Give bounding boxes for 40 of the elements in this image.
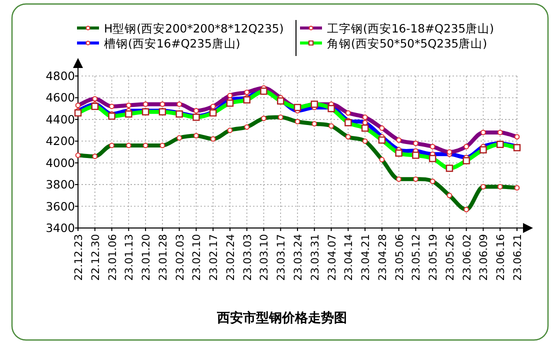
x-tick-label: 23.06.09 — [478, 234, 490, 281]
x-tick-label: 23.03.31 — [309, 234, 322, 281]
x-tick-label: 23.05.12 — [410, 234, 423, 281]
legend-label: 槽钢(西安16#Q235唐山) — [104, 36, 240, 50]
x-tick-label: 23.06.21 — [512, 234, 524, 281]
x-tick-label: 22.12.23 — [73, 234, 85, 281]
x-tick-label: 23.02.03 — [174, 234, 186, 281]
y-tick-label: 3800 — [46, 178, 75, 192]
y-tick-label: 4600 — [46, 90, 75, 105]
x-tick-label: 23.01.28 — [157, 234, 170, 281]
x-tick-label: 23.05.06 — [394, 234, 406, 281]
x-tick-label: 23.06.02 — [461, 234, 474, 281]
x-tick-label: 22.12.30 — [90, 234, 102, 281]
x-tick-label: 23.05.26 — [444, 234, 456, 281]
y-tick-label: 4000 — [46, 156, 75, 170]
x-tick-label: 23.06.16 — [495, 234, 508, 281]
x-tick-label: 23.03.24 — [292, 234, 304, 281]
text: 西安市型钢价格走势图 — [216, 310, 347, 326]
x-tick-label: 23.02.24 — [224, 234, 237, 281]
x-tick-label: 23.04.07 — [326, 234, 338, 281]
y-tick-label: 3600 — [46, 199, 75, 214]
x-tick-label: 23.05.19 — [428, 234, 440, 281]
legend-label: H型钢(西安200*200*8*12Q235) — [104, 22, 284, 36]
x-tick-label: 23.02.17 — [208, 234, 220, 281]
legend-label: 工字钢(西安16-18#Q235唐山) — [327, 22, 494, 36]
x-tick-label: 23.04.21 — [360, 234, 372, 281]
x-tick-label: 23.03.10 — [258, 234, 271, 281]
x-tick-label: 23.03.03 — [242, 234, 254, 281]
y-tick-label: 4200 — [46, 134, 75, 148]
x-tick-label: 23.01.13 — [124, 234, 136, 281]
x-tick-label: 23.01.20 — [140, 234, 153, 281]
y-tick-label: 4400 — [46, 112, 75, 126]
x-tick-label: 23.04.28 — [376, 234, 389, 281]
legend-label: 角钢(西安50*50*5Q235唐山) — [327, 36, 488, 50]
x-tick-label: 23.03.17 — [276, 234, 288, 281]
y-tick-label: 4800 — [46, 69, 75, 83]
x-tick-label: 23.01.06 — [106, 234, 119, 281]
x-tick-label: 23.04.14 — [343, 234, 356, 281]
y-tick-label: 3400 — [46, 221, 75, 235]
x-tick-label: 23.02.10 — [191, 234, 204, 281]
